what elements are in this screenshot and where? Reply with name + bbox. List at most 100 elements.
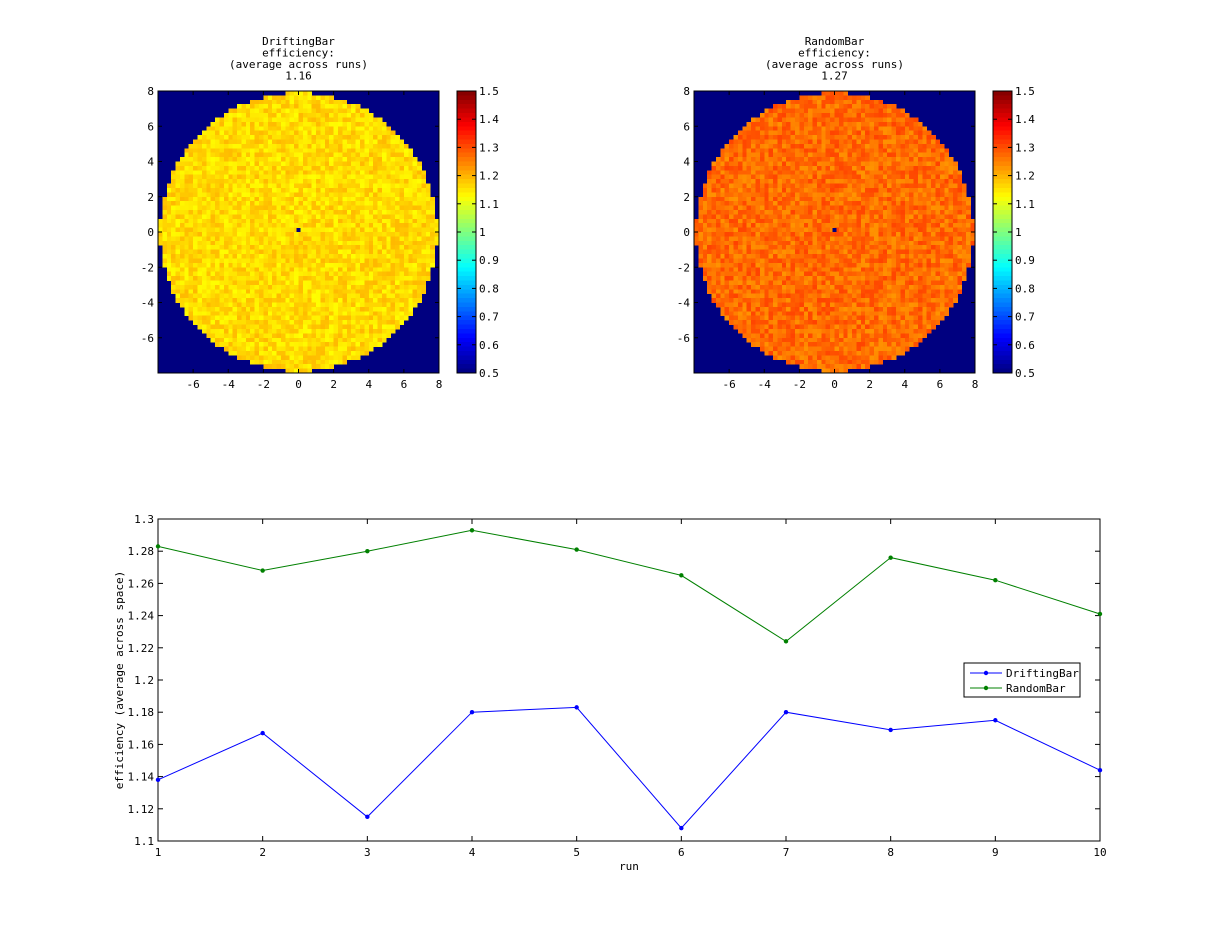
heatmap-cell [285,201,290,206]
heatmap-cell [347,338,352,343]
heatmap-cell [329,285,334,290]
heatmap-cell [259,184,264,189]
heatmap-cell [909,210,914,215]
heatmap-cell [927,175,932,180]
heatmap-cell [171,179,176,184]
heatmap-cell [712,197,717,202]
heatmap-cell [312,192,317,197]
heatmap-cell [382,333,387,338]
heatmap-cell [720,210,725,215]
heatmap-cell [751,223,756,228]
heatmap-cell [312,104,317,109]
heatmap-cell [351,280,356,285]
heatmap-cell [953,206,958,211]
heatmap-cell [861,153,866,158]
heatmap-cell [237,338,242,343]
heatmap-cell [804,175,809,180]
heatmap-cell [892,157,897,162]
heatmap-cell [378,122,383,127]
heatmap-cell [399,311,404,316]
heatmap-cell [905,131,910,136]
heatmap-cell [856,135,861,140]
heatmap-cell [272,355,277,360]
heatmap-cell [426,258,431,263]
heatmap-cell [935,232,940,237]
heatmap-cell [391,135,396,140]
heatmap-cell [316,272,321,277]
heatmap-cell [395,241,400,246]
heatmap-cell [356,338,361,343]
heatmap-cell [312,236,317,241]
heatmap-cell [250,245,255,250]
heatmap-cell [725,236,730,241]
heatmap-cell [918,162,923,167]
heatmap-cell [241,131,246,136]
heatmap-cell [250,139,255,144]
heatmap-cell [922,166,927,171]
heatmap-cell [399,157,404,162]
heatmap-cell [865,175,870,180]
heatmap-cell [395,311,400,316]
heatmap-cell [193,320,198,325]
heatmap-cell [299,263,304,268]
heatmap-cell [360,342,365,347]
heatmap-cell [263,95,268,100]
heatmap-cell [312,250,317,255]
heatmap-cell [294,289,299,294]
heatmap-cell [237,320,242,325]
heatmap-cell [769,113,774,118]
heatmap-cell [211,153,216,158]
heatmap-cell [386,250,391,255]
heatmap-cell [193,210,198,215]
heatmap-cell [940,157,945,162]
heatmap-cell [320,179,325,184]
heatmap-cell [892,170,897,175]
heatmap-cell [720,157,725,162]
heatmap-cell [852,157,857,162]
heatmap-cell [949,197,954,202]
heatmap-cell [874,232,879,237]
x-tick-label: 4 [365,378,372,391]
heatmap-cell [795,122,800,127]
heatmap-cell [272,316,277,321]
heatmap-cell [356,223,361,228]
heatmap-cell [865,219,870,224]
heatmap-cell [813,148,818,153]
heatmap-cell [299,188,304,193]
heatmap-cell [782,232,787,237]
heatmap-cell [404,175,409,180]
heatmap-cell [905,126,910,131]
heatmap-cell [874,197,879,202]
heatmap-cell [861,192,866,197]
heatmap-cell [334,276,339,281]
heatmap-cell [202,311,207,316]
heatmap-cell [399,197,404,202]
heatmap-cell [312,232,317,237]
heatmap-cell [285,184,290,189]
heatmap-cell [233,197,238,202]
heatmap-cell [285,254,290,259]
heatmap-cell [905,179,910,184]
heatmap-cell [378,148,383,153]
heatmap-cell [356,210,361,215]
heatmap-cell [707,197,712,202]
heatmap-cell [760,179,765,184]
heatmap-cell [263,272,268,277]
heatmap-cell [861,104,866,109]
heatmap-cell [215,179,220,184]
heatmap-cell [364,307,369,312]
heatmap-cell [193,179,198,184]
heatmap-cell [320,360,325,365]
heatmap-cell [351,294,356,299]
heatmap-cell [316,219,321,224]
heatmap-cell [347,320,352,325]
heatmap-cell [329,325,334,330]
heatmap-cell [281,184,286,189]
heatmap-cell [817,135,822,140]
heatmap-cell [870,113,875,118]
heatmap-cell [408,148,413,153]
heatmap-cell [817,100,822,105]
heatmap-cell [698,219,703,224]
heatmap-cell [839,201,844,206]
